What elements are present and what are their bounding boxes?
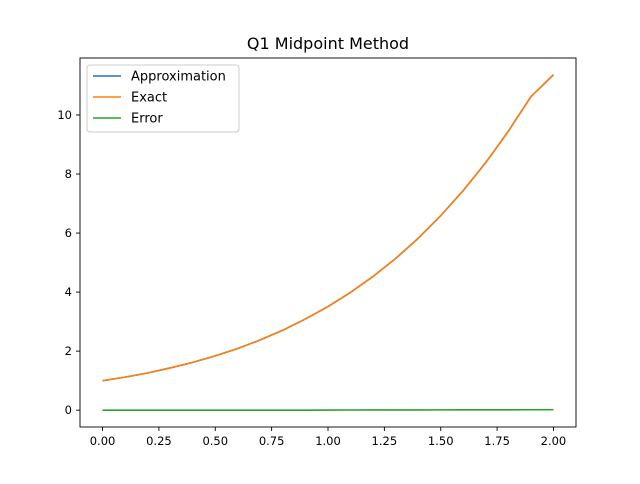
chart-title: Q1 Midpoint Method (247, 34, 409, 53)
y-tick-label: 4 (65, 285, 72, 299)
x-tick-label: 1.00 (315, 434, 341, 448)
x-tick-label: 0.25 (146, 434, 172, 448)
x-tick-label: 1.75 (484, 434, 510, 448)
x-tick-label: 0.00 (90, 434, 116, 448)
x-tick-label: 2.00 (541, 434, 567, 448)
x-tick-label: 0.75 (259, 434, 285, 448)
x-tick-label: 1.50 (428, 434, 454, 448)
y-tick-label: 0 (65, 403, 72, 417)
legend-label-exact: Exact (131, 91, 167, 106)
x-tick-label: 0.50 (202, 434, 228, 448)
legend-label-error: Error (131, 112, 163, 127)
legend-label-approximation: Approximation (131, 70, 226, 85)
y-tick-label: 10 (57, 108, 72, 122)
y-tick-label: 2 (65, 344, 72, 358)
x-tick-label: 1.25 (372, 434, 398, 448)
y-tick-label: 6 (65, 226, 72, 240)
y-tick-label: 8 (65, 167, 72, 181)
legend: Approximation Exact Error (87, 65, 239, 132)
